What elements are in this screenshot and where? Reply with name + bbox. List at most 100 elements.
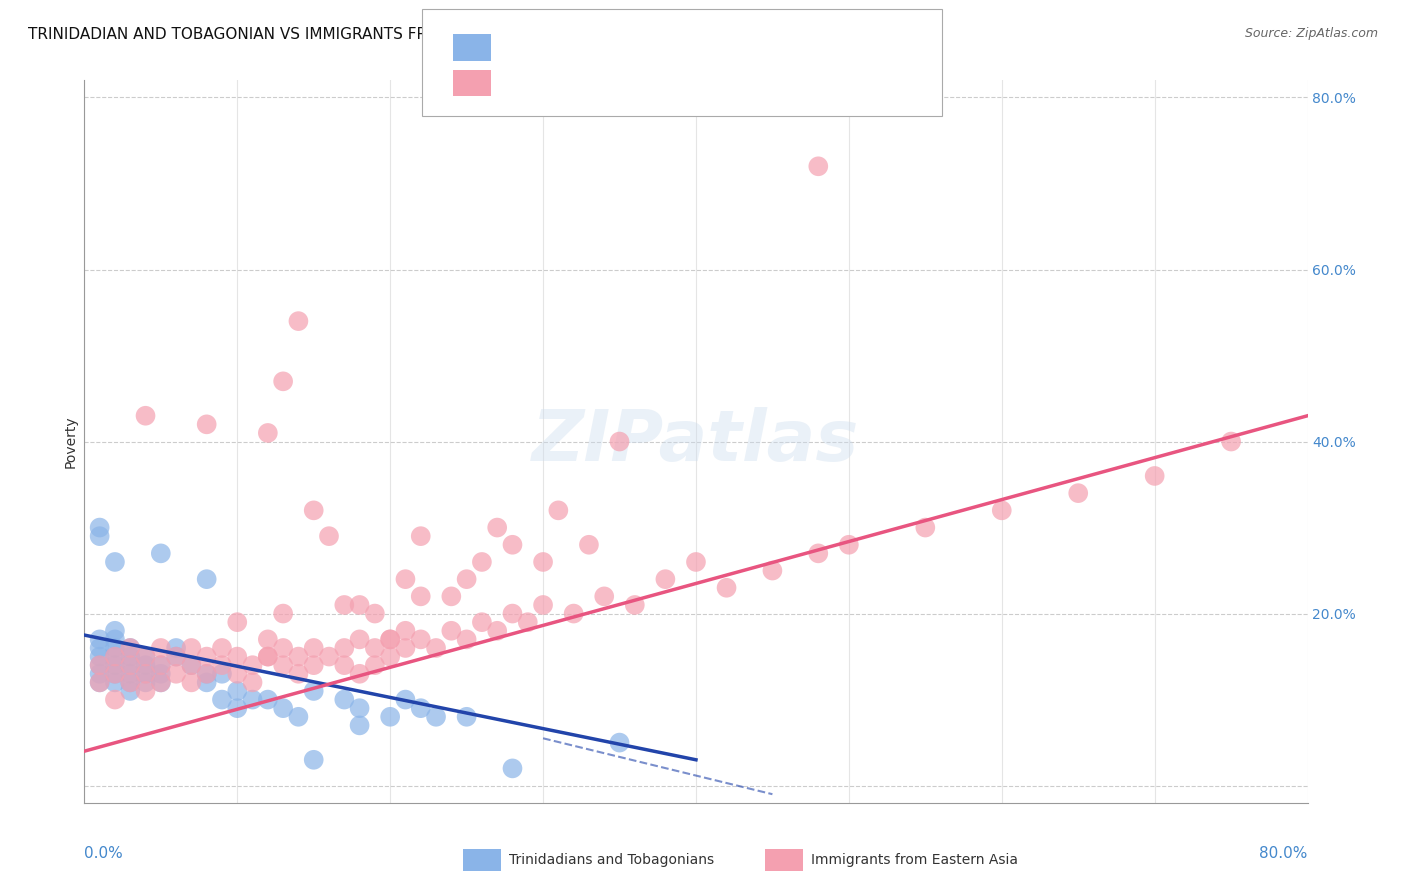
Point: [226, 701, 249, 715]
Point: [135, 649, 157, 664]
Point: [654, 572, 676, 586]
Point: [380, 632, 402, 647]
Point: [104, 649, 127, 664]
Point: [195, 666, 218, 681]
Point: [180, 675, 202, 690]
Point: [394, 640, 416, 655]
Point: [349, 598, 371, 612]
Point: [761, 564, 783, 578]
Point: [1067, 486, 1090, 500]
Point: [211, 658, 233, 673]
Point: [287, 314, 309, 328]
Point: [120, 684, 142, 698]
Point: [333, 640, 356, 655]
Point: [394, 624, 416, 638]
Text: 0.0%: 0.0%: [84, 847, 124, 861]
Point: [165, 649, 187, 664]
Point: [271, 658, 294, 673]
Point: [165, 649, 187, 664]
Point: [195, 572, 218, 586]
Point: [593, 590, 616, 604]
Point: [149, 675, 172, 690]
Point: [394, 692, 416, 706]
Point: [180, 640, 202, 655]
Point: [318, 649, 340, 664]
Point: [287, 649, 309, 664]
Point: [195, 675, 218, 690]
Point: [242, 658, 264, 673]
Point: [394, 572, 416, 586]
Point: [180, 658, 202, 673]
Point: [716, 581, 738, 595]
Point: [1143, 469, 1166, 483]
Point: [149, 658, 172, 673]
Point: [120, 666, 142, 681]
Point: [195, 666, 218, 681]
Point: [149, 666, 172, 681]
Point: [302, 503, 325, 517]
Text: 56: 56: [696, 40, 717, 54]
Point: [195, 417, 218, 432]
Point: [89, 640, 111, 655]
Point: [104, 692, 127, 706]
Point: [104, 649, 127, 664]
Point: [120, 649, 142, 664]
Point: [409, 529, 432, 543]
Point: [333, 598, 356, 612]
Point: [609, 434, 631, 449]
Point: [302, 753, 325, 767]
Text: TRINIDADIAN AND TOBAGONIAN VS IMMIGRANTS FROM EASTERN ASIA POVERTY CORRELATION C: TRINIDADIAN AND TOBAGONIAN VS IMMIGRANTS…: [28, 27, 811, 42]
Point: [380, 710, 402, 724]
Text: Immigrants from Eastern Asia: Immigrants from Eastern Asia: [811, 853, 1018, 867]
Point: [226, 615, 249, 630]
Text: N =: N =: [633, 76, 676, 90]
Point: [104, 666, 127, 681]
Point: [149, 675, 172, 690]
Point: [456, 572, 478, 586]
Point: [409, 701, 432, 715]
Point: [211, 640, 233, 655]
Point: [333, 692, 356, 706]
Point: [120, 675, 142, 690]
Point: [195, 649, 218, 664]
Point: [226, 649, 249, 664]
Point: [135, 409, 157, 423]
Point: [287, 666, 309, 681]
Point: [89, 520, 111, 534]
Point: [257, 649, 280, 664]
Text: -0.382: -0.382: [534, 40, 589, 54]
Point: [89, 649, 111, 664]
Point: [242, 675, 264, 690]
Point: [89, 529, 111, 543]
Text: R =: R =: [464, 76, 512, 90]
Text: 80.0%: 80.0%: [1260, 847, 1308, 861]
Point: [120, 640, 142, 655]
Point: [364, 607, 387, 621]
Text: Trinidadians and Tobagonians: Trinidadians and Tobagonians: [509, 853, 714, 867]
Point: [149, 546, 172, 560]
Point: [409, 590, 432, 604]
Point: [120, 675, 142, 690]
Point: [120, 658, 142, 673]
Text: ZIPatlas: ZIPatlas: [533, 407, 859, 476]
Point: [486, 520, 509, 534]
Point: [165, 666, 187, 681]
Point: [440, 624, 463, 638]
Point: [349, 666, 371, 681]
Point: [685, 555, 707, 569]
Point: [302, 658, 325, 673]
Point: [486, 624, 509, 638]
Text: 96: 96: [696, 76, 717, 90]
Point: [257, 425, 280, 440]
Point: [104, 555, 127, 569]
Point: [547, 503, 569, 517]
Point: [838, 538, 860, 552]
Point: [120, 658, 142, 673]
Point: [135, 666, 157, 681]
Point: [242, 692, 264, 706]
Point: [440, 590, 463, 604]
Point: [364, 658, 387, 673]
Point: [226, 666, 249, 681]
Point: [135, 684, 157, 698]
Point: [456, 632, 478, 647]
